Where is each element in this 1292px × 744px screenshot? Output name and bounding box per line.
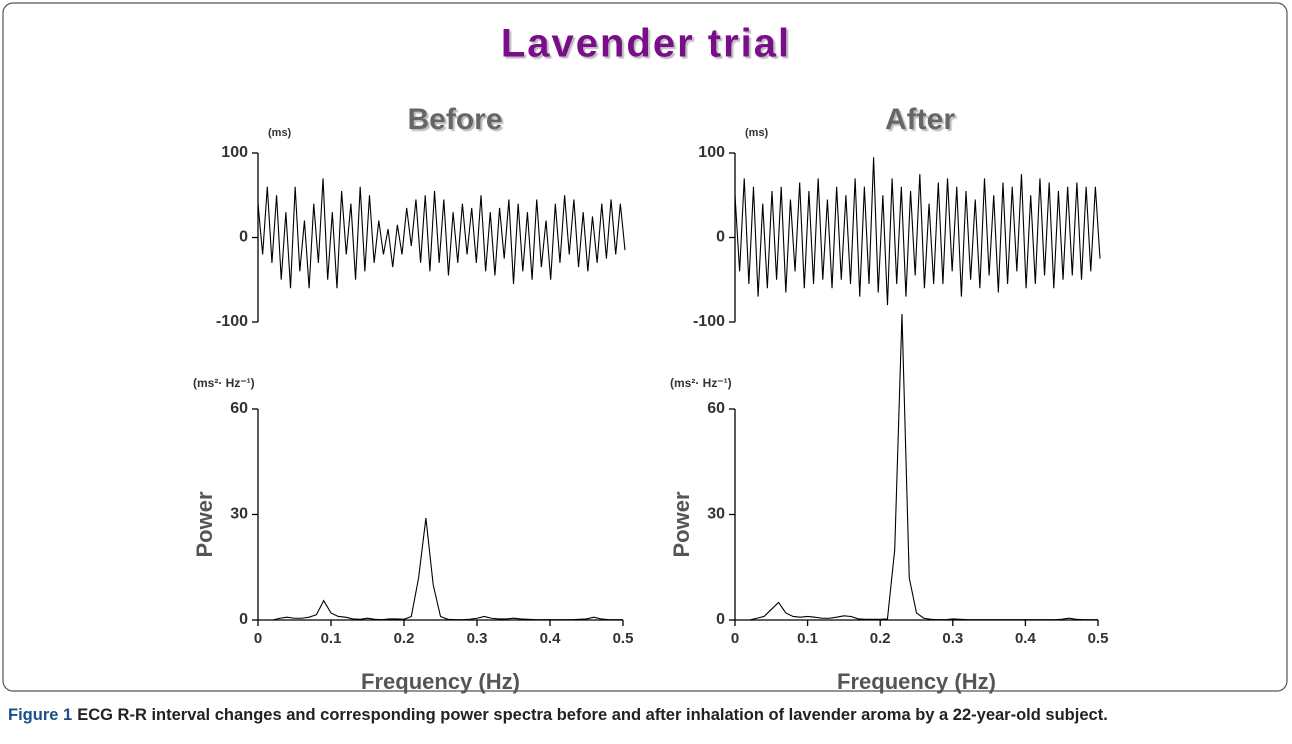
figure-frame xyxy=(2,2,1288,692)
x-tick-label: 0.1 xyxy=(797,630,818,647)
x-tick-label: 0.3 xyxy=(467,630,488,647)
y-tick-label: -100 xyxy=(216,313,248,330)
x-tick-label: 0 xyxy=(731,630,739,647)
x-axis-label: Frequency (Hz) xyxy=(837,669,996,694)
y-tick-label: 100 xyxy=(221,144,248,161)
y-tick-label: 0 xyxy=(239,611,248,628)
unit-label: (ms) xyxy=(268,127,292,139)
rr-trace xyxy=(257,178,626,289)
x-tick-label: 0.5 xyxy=(1088,630,1109,647)
x-tick-label: 0.1 xyxy=(321,630,342,647)
y-tick-label: 60 xyxy=(707,400,725,417)
spectrum-line xyxy=(735,314,1098,621)
y-tick-label: 0 xyxy=(239,229,248,246)
y-axis-label: Power xyxy=(669,491,694,557)
rr-trace xyxy=(734,157,1101,306)
y-axis-label: Power xyxy=(192,491,217,557)
y-tick-label: 30 xyxy=(230,506,248,523)
y-tick-label: 30 xyxy=(707,506,725,523)
panel-title: After xyxy=(885,103,955,136)
y-tick-label: 0 xyxy=(716,229,725,246)
x-axis-label: Frequency (Hz) xyxy=(361,669,520,694)
caption-text: ECG R-R interval changes and correspondi… xyxy=(77,706,1108,724)
figure-title: Lavender trial xyxy=(501,22,791,66)
unit-label: (ms²· Hz⁻¹) xyxy=(670,376,732,390)
x-tick-label: 0.3 xyxy=(942,630,963,647)
x-tick-label: 0.2 xyxy=(394,630,415,647)
y-tick-label: 100 xyxy=(698,144,725,161)
x-tick-label: 0.2 xyxy=(870,630,891,647)
panel-title: Before xyxy=(407,103,502,136)
x-tick-label: 0 xyxy=(254,630,262,647)
y-tick-label: 0 xyxy=(716,611,725,628)
spectrum-line xyxy=(258,517,623,621)
y-tick-label: -100 xyxy=(693,313,725,330)
y-tick-label: 60 xyxy=(230,400,248,417)
unit-label: (ms²· Hz⁻¹) xyxy=(193,376,255,390)
caption-label: Figure 1 xyxy=(8,706,72,724)
x-tick-label: 0.4 xyxy=(540,630,562,647)
unit-label: (ms) xyxy=(745,127,769,139)
x-tick-label: 0.4 xyxy=(1015,630,1037,647)
caption: Figure 1 ECG R-R interval changes and cor… xyxy=(8,706,1108,724)
x-tick-label: 0.5 xyxy=(613,630,634,647)
